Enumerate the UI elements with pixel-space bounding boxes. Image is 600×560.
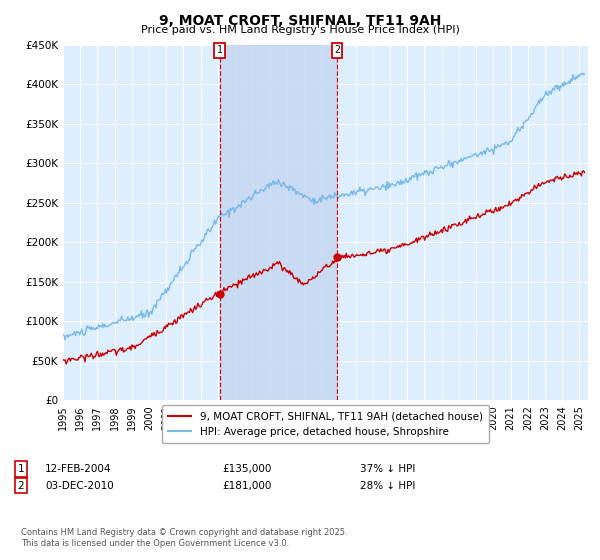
Legend: 9, MOAT CROFT, SHIFNAL, TF11 9AH (detached house), HPI: Average price, detached : 9, MOAT CROFT, SHIFNAL, TF11 9AH (detach… <box>162 405 489 443</box>
Text: 37% ↓ HPI: 37% ↓ HPI <box>360 464 415 474</box>
Text: £181,000: £181,000 <box>222 480 271 491</box>
Text: 1: 1 <box>217 45 223 55</box>
Text: Price paid vs. HM Land Registry's House Price Index (HPI): Price paid vs. HM Land Registry's House … <box>140 25 460 35</box>
Text: 1: 1 <box>17 464 25 474</box>
Bar <box>220 45 337 400</box>
Text: 2: 2 <box>17 480 25 491</box>
Text: 12-FEB-2004: 12-FEB-2004 <box>45 464 112 474</box>
Text: 2: 2 <box>334 45 340 55</box>
Text: 9, MOAT CROFT, SHIFNAL, TF11 9AH: 9, MOAT CROFT, SHIFNAL, TF11 9AH <box>159 14 441 28</box>
Text: 03-DEC-2010: 03-DEC-2010 <box>45 480 114 491</box>
Text: £135,000: £135,000 <box>222 464 271 474</box>
Text: 28% ↓ HPI: 28% ↓ HPI <box>360 480 415 491</box>
Text: Contains HM Land Registry data © Crown copyright and database right 2025.
This d: Contains HM Land Registry data © Crown c… <box>21 528 347 548</box>
